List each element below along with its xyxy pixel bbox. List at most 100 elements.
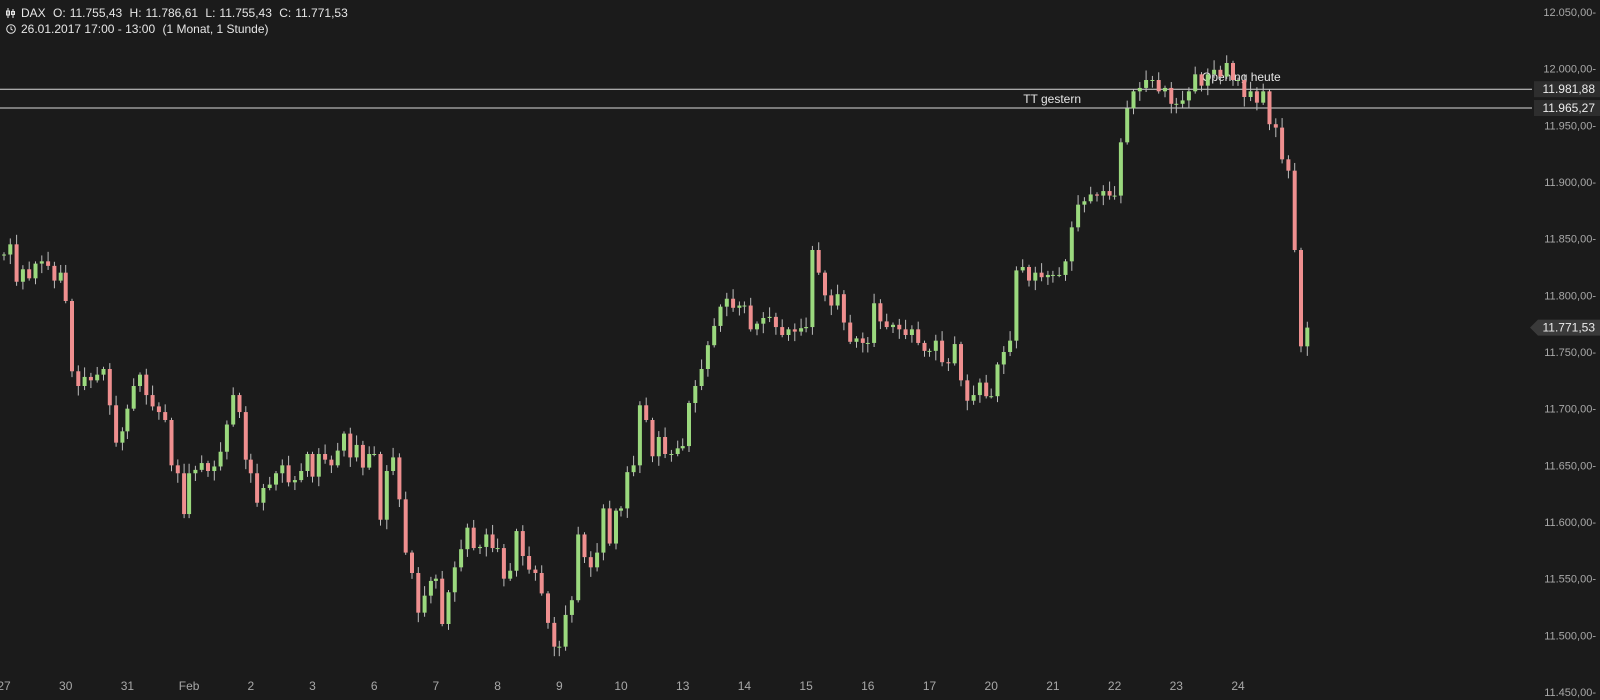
candle-body xyxy=(1101,191,1106,196)
candle-body xyxy=(663,437,668,454)
candle xyxy=(378,451,383,526)
candle xyxy=(527,546,532,574)
candle xyxy=(1144,70,1149,93)
candle-body xyxy=(299,471,304,481)
candle xyxy=(687,400,691,452)
candle-body xyxy=(1001,352,1006,365)
open-value: 11.755,43 xyxy=(69,6,123,20)
candle-body xyxy=(1082,201,1087,205)
hline-annotation-1: TT gestern xyxy=(1023,92,1081,106)
candle-body xyxy=(1156,80,1161,92)
candle-body xyxy=(731,298,736,308)
y-tick-label: 11.700,00- xyxy=(1544,404,1596,416)
candle-body xyxy=(1248,91,1253,97)
candle xyxy=(922,340,927,357)
candle xyxy=(1261,83,1266,105)
candle xyxy=(1033,266,1038,291)
open-label: O: xyxy=(53,6,66,20)
y-tick-label: 11.850,00- xyxy=(1544,234,1596,246)
x-axis: 27 30 31 Feb 2 3 6 7 8 9 10 13 14 15 16 17 20 21 22 23 24 xyxy=(0,679,1245,693)
x-tick-label: 27 xyxy=(0,679,11,693)
candle-body xyxy=(724,298,729,307)
candle xyxy=(212,460,217,481)
candle-body xyxy=(841,294,846,323)
candle xyxy=(959,341,963,387)
hline-price-label: 11.981,88 xyxy=(1543,82,1596,96)
candle xyxy=(224,420,229,460)
candle-body xyxy=(199,463,204,470)
candle-body xyxy=(631,465,636,473)
candle-body xyxy=(1254,91,1259,103)
candle-body xyxy=(637,405,642,466)
candle xyxy=(495,538,500,553)
candle-body xyxy=(1242,80,1247,97)
candle xyxy=(614,508,618,550)
candle xyxy=(841,290,846,331)
candle xyxy=(977,378,982,403)
y-tick-label: 11.750,00- xyxy=(1544,347,1596,359)
y-tick-label: 11.650,00- xyxy=(1544,460,1596,472)
candle-body xyxy=(1186,91,1191,101)
candle xyxy=(1082,197,1087,213)
candle xyxy=(946,358,951,372)
candle xyxy=(125,404,130,440)
candle-body xyxy=(792,329,797,332)
candle-body xyxy=(1125,108,1130,143)
x-tick-label: 16 xyxy=(861,679,875,693)
candle xyxy=(193,465,198,481)
candle-body xyxy=(459,549,464,568)
candle xyxy=(1137,82,1142,101)
candle xyxy=(644,397,649,423)
candle xyxy=(1050,270,1055,283)
candle xyxy=(897,318,902,339)
candle-body xyxy=(1180,100,1185,104)
candle-body xyxy=(1174,103,1179,105)
candle xyxy=(70,298,74,378)
candle xyxy=(1131,89,1136,115)
candle-body xyxy=(607,508,612,544)
x-tick-label: 13 xyxy=(676,679,690,693)
candle xyxy=(663,427,668,459)
candle-body xyxy=(14,244,19,282)
candle xyxy=(231,387,236,427)
candle-body xyxy=(305,454,310,471)
candle xyxy=(182,463,187,519)
candle-body xyxy=(539,573,544,594)
candle-body xyxy=(799,328,804,332)
candle xyxy=(422,586,427,617)
candle xyxy=(1039,263,1044,282)
candle xyxy=(323,444,328,464)
candle-body xyxy=(175,465,180,474)
candle xyxy=(909,325,914,343)
candle-body xyxy=(1137,87,1142,92)
candle xyxy=(1280,118,1285,164)
candle xyxy=(582,532,587,564)
last-price-box xyxy=(1530,319,1600,336)
period-label: (1 Monat, 1 Stunde) xyxy=(162,22,269,36)
candle-body xyxy=(316,454,321,477)
candle-body xyxy=(737,305,742,308)
candle xyxy=(878,299,883,330)
candle-body xyxy=(422,595,427,613)
candle xyxy=(1193,66,1198,94)
low-label: L: xyxy=(205,6,216,20)
candle-body xyxy=(367,454,372,468)
candle xyxy=(82,367,87,391)
candle-body xyxy=(1107,191,1112,196)
candle-body xyxy=(1218,69,1223,77)
candle-body xyxy=(576,534,581,601)
candle-body xyxy=(965,380,970,401)
candle xyxy=(1069,221,1074,271)
candle xyxy=(335,442,340,468)
candle-body xyxy=(1027,267,1031,281)
candle-body xyxy=(891,324,895,328)
candle-body xyxy=(490,534,495,549)
x-tick-label: 2 xyxy=(247,679,254,693)
candle-body xyxy=(1150,80,1155,81)
candle-body xyxy=(1020,267,1025,271)
candle-body xyxy=(508,570,513,579)
candle xyxy=(478,544,482,554)
candle-body xyxy=(501,548,506,579)
